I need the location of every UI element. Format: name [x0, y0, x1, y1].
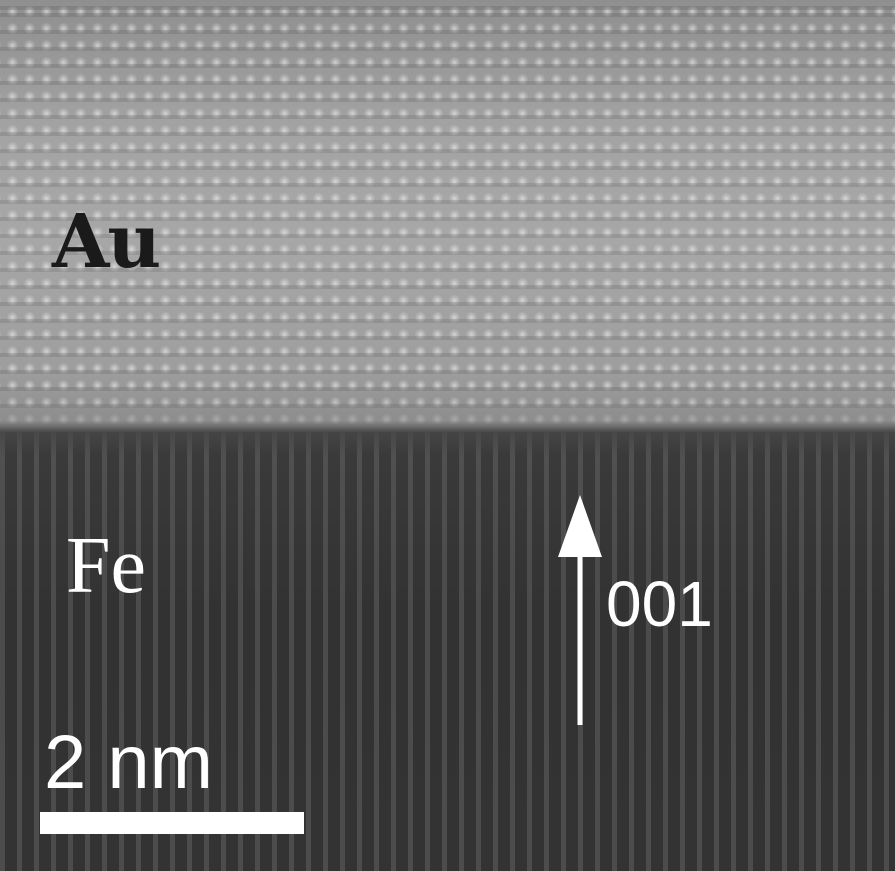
fe-layer-label: Fe	[66, 522, 146, 610]
direction-arrow-icon	[558, 495, 602, 725]
fe-lattice-region	[0, 432, 895, 871]
au-fe-interface	[0, 395, 895, 455]
arrow-shaft	[577, 553, 583, 725]
au-lattice-region	[0, 0, 895, 432]
arrow-head	[558, 495, 602, 557]
scale-bar-label: 2 nm	[44, 720, 213, 805]
au-layer-label: Au	[52, 199, 161, 285]
direction-label: 001	[606, 568, 713, 640]
scale-bar	[40, 812, 304, 834]
